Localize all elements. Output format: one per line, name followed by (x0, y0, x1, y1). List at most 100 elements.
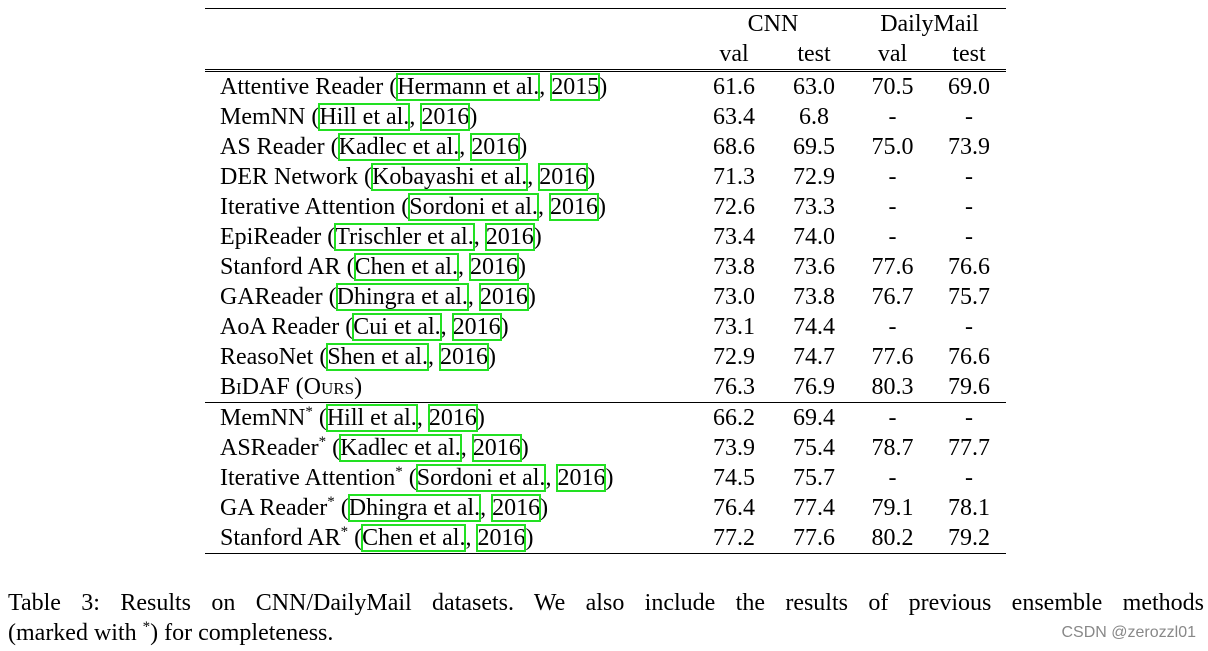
group-header-dailymail: DailyMail (853, 8, 1007, 39)
citation-year-link[interactable]: 2016 (468, 253, 519, 281)
score-dm-val: - (888, 224, 897, 250)
score-cnn-val: 74.5 (713, 465, 755, 491)
citation-year-link[interactable]: 2016 (438, 343, 489, 371)
results-table: CNN DailyMail val test val test Attentiv… (205, 8, 1007, 554)
score-cnn-test: 74.0 (793, 224, 835, 250)
score-cnn-val: 72.9 (713, 344, 755, 370)
score-cnn-test: 75.4 (793, 435, 835, 461)
citation-year-link[interactable]: 2016 (427, 404, 478, 432)
citation-year-link[interactable]: 2016 (478, 283, 529, 311)
caption-asterisk: * (142, 619, 151, 635)
table-caption-line-1: Table 3: Results on CNN/DailyMail datase… (8, 590, 1204, 616)
score-dm-test: 76.6 (948, 254, 991, 280)
citation-author-link[interactable]: Cui et al. (352, 313, 442, 341)
score-dm-val: - (888, 194, 897, 220)
caption-text: (marked with (8, 620, 143, 646)
score-dm-val: - (888, 164, 897, 190)
model-name: EpiReader (220, 224, 322, 250)
citation-year-link[interactable]: 2015 (550, 73, 601, 101)
model-name-cell: ReasoNet (Shen et al., 2016) (220, 343, 496, 371)
model-name: BiDAF (Ours) (220, 374, 363, 400)
score-dm-val: - (888, 104, 897, 130)
table-row: DER Network (Kobayashi et al., 2016) 71.3… (205, 162, 1006, 192)
citation-year-link[interactable]: 2016 (451, 313, 502, 341)
score-cnn-val: 77.2 (693, 523, 775, 554)
table-row: Iterative Attention (Sordoni et al., 201… (205, 192, 1006, 222)
citation-year-link[interactable]: 2016 (476, 524, 527, 552)
score-dm-test: 79.2 (932, 523, 1007, 554)
score-dm-val: 80.2 (853, 523, 933, 554)
score-dm-test: - (965, 224, 974, 250)
model-name-cell: Stanford AR (Chen et al., 2016) (220, 253, 526, 281)
table-row: Stanford AR* (Chen et al., 2016) 77.2 77.6… (205, 523, 1007, 554)
group-header-row: CNN DailyMail (205, 8, 1007, 39)
citation-author-link[interactable]: Hill et al. (318, 103, 411, 131)
citation-author-link[interactable]: Chen et al. (361, 524, 467, 552)
score-dm-test: - (965, 465, 974, 491)
score-dm-val: - (853, 402, 933, 433)
model-name: AS Reader (220, 134, 325, 160)
ensemble-marker: * (340, 524, 349, 540)
citation-author-link[interactable]: Kobayashi et al. (370, 163, 529, 191)
citation-author-link[interactable]: Kadlec et al. (339, 434, 462, 462)
citation-year-link[interactable]: 2016 (470, 133, 521, 161)
citation-year-link[interactable]: 2016 (548, 193, 599, 221)
sub-header-row: val test val test (205, 39, 1006, 71)
ensemble-marker: * (305, 404, 313, 420)
citation-author-link[interactable]: Dhingra et al. (347, 494, 482, 522)
citation-year-link[interactable]: 2016 (420, 103, 471, 131)
model-name-cell: AoA Reader (Cui et al., 2016) (220, 313, 509, 341)
score-dm-val: 76.7 (871, 284, 914, 310)
score-cnn-test: 77.6 (775, 523, 854, 554)
model-name: Stanford AR (220, 525, 341, 551)
table-row: MemNN* (Hill et al., 2016) 66.2 69.4- - (205, 402, 1007, 433)
citation-author-link[interactable]: Hill et al. (325, 404, 418, 432)
citation-author-link[interactable]: Chen et al. (353, 253, 459, 281)
score-cnn-val: 61.6 (693, 69, 775, 102)
model-name: ASReader (220, 435, 319, 461)
score-dm-val: - (888, 465, 897, 491)
model-name-cell: EpiReader (Trischler et al., 2016) (220, 223, 542, 251)
citation-author-link[interactable]: Sordoni et al. (415, 464, 547, 492)
sub-header-cnn-val: val (719, 41, 749, 67)
citation-author-link[interactable]: Dhingra et al. (335, 283, 469, 311)
citation-author-link[interactable]: Trischler et al. (334, 223, 475, 251)
score-cnn-test: 69.4 (775, 402, 854, 433)
citation-year-link[interactable]: 2016 (556, 464, 607, 492)
table-row: AoA Reader (Cui et al., 2016) 73.1 74.4 - - (205, 312, 1006, 342)
score-dm-val: - (888, 314, 897, 340)
citation-author-link[interactable]: Sordoni et al. (408, 193, 539, 221)
score-cnn-test: 6.8 (799, 104, 829, 130)
table-caption-line-2: (marked with *) for completeness. (8, 618, 333, 648)
empty-header-cell (205, 8, 693, 39)
table-row: EpiReader (Trischler et al., 2016) 73.4 74… (205, 222, 1006, 252)
sub-header-dm-test: test (952, 41, 986, 67)
score-dm-test: - (965, 314, 974, 340)
citation-author-link[interactable]: Shen et al. (326, 343, 429, 371)
score-dm-test: 77.7 (948, 435, 991, 461)
citation-year-link[interactable]: 2016 (484, 223, 535, 251)
model-name-cell: MemNN (Hill et al., 2016) (220, 103, 478, 131)
ensemble-marker: * (318, 434, 327, 450)
citation-author-link[interactable]: Hermann et al. (396, 73, 541, 101)
score-cnn-val: 73.1 (713, 314, 755, 340)
score-cnn-val: 66.2 (693, 402, 775, 433)
citation-year-link[interactable]: 2016 (491, 494, 542, 522)
model-name-cell: Attentive Reader (Hermann et al., 2015) (205, 69, 693, 102)
model-name-cell: ASReader* (Kadlec et al., 2016) (220, 434, 529, 462)
citation-author-link[interactable]: Kadlec et al. (337, 133, 461, 161)
citation-year-link[interactable]: 2016 (471, 434, 522, 462)
score-dm-test: 76.6 (948, 344, 991, 370)
model-name: Stanford AR (220, 254, 341, 280)
table-row: Stanford AR (Chen et al., 2016) 73.8 73.6 7… (205, 252, 1006, 282)
score-dm-val: 77.6 (871, 254, 914, 280)
model-name-cell: Iterative Attention (Sordoni et al., 201… (220, 193, 606, 221)
score-cnn-test: 75.7 (793, 465, 835, 491)
score-cnn-val: 73.8 (713, 254, 755, 280)
score-dm-test: 78.1 (948, 495, 991, 521)
model-name-cell: Iterative Attention* (Sordoni et al., 20… (220, 464, 614, 492)
model-name-cell: BiDAF (Ours) (205, 372, 693, 403)
score-cnn-test: 73.6 (793, 254, 835, 280)
citation-year-link[interactable]: 2016 (538, 163, 589, 191)
model-name: Iterative Attention (220, 465, 396, 491)
